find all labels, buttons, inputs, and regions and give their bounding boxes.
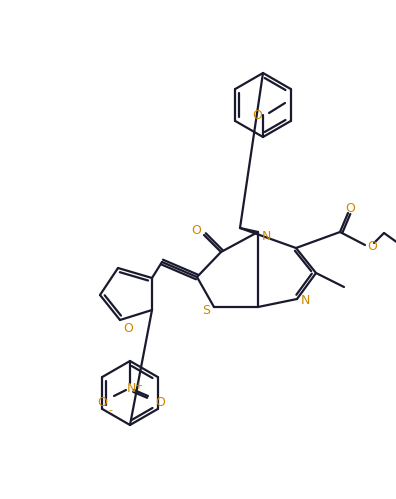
Text: N: N — [300, 294, 310, 307]
Text: -: - — [108, 405, 112, 415]
Text: O: O — [155, 397, 165, 410]
Text: O: O — [252, 108, 262, 121]
Text: O: O — [367, 240, 377, 252]
Text: O: O — [123, 321, 133, 334]
Text: O: O — [191, 224, 201, 237]
Text: O: O — [97, 397, 107, 410]
Text: N: N — [261, 231, 271, 244]
Text: N: N — [126, 382, 136, 395]
Text: O: O — [345, 202, 355, 215]
Text: S: S — [202, 304, 210, 317]
Text: +: + — [134, 381, 142, 391]
